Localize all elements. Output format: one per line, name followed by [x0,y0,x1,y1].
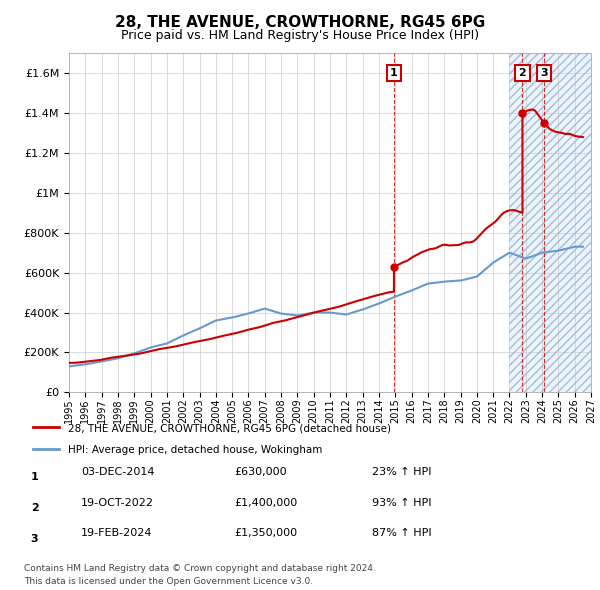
Text: 28, THE AVENUE, CROWTHORNE, RG45 6PG (detached house): 28, THE AVENUE, CROWTHORNE, RG45 6PG (de… [68,423,391,433]
Text: Contains HM Land Registry data © Crown copyright and database right 2024.: Contains HM Land Registry data © Crown c… [24,564,376,573]
Text: 2: 2 [518,68,526,78]
Text: Price paid vs. HM Land Registry's House Price Index (HPI): Price paid vs. HM Land Registry's House … [121,30,479,42]
Text: 2: 2 [31,503,38,513]
Text: 19-OCT-2022: 19-OCT-2022 [81,498,154,507]
Text: 87% ↑ HPI: 87% ↑ HPI [372,529,431,538]
Bar [509,53,591,392]
Bar [509,53,591,392]
Text: 93% ↑ HPI: 93% ↑ HPI [372,498,431,507]
Text: £630,000: £630,000 [234,467,287,477]
Text: This data is licensed under the Open Government Licence v3.0.: This data is licensed under the Open Gov… [24,577,313,586]
Text: HPI: Average price, detached house, Wokingham: HPI: Average price, detached house, Woki… [68,445,322,455]
Text: £1,400,000: £1,400,000 [234,498,297,507]
Text: 3: 3 [31,534,38,543]
Text: 19-FEB-2024: 19-FEB-2024 [81,529,152,538]
Text: 23% ↑ HPI: 23% ↑ HPI [372,467,431,477]
Text: £1,350,000: £1,350,000 [234,529,297,538]
Text: 03-DEC-2014: 03-DEC-2014 [81,467,155,477]
Text: 3: 3 [541,68,548,78]
Text: 28, THE AVENUE, CROWTHORNE, RG45 6PG: 28, THE AVENUE, CROWTHORNE, RG45 6PG [115,15,485,30]
Text: 1: 1 [390,68,398,78]
Text: 1: 1 [31,473,38,482]
